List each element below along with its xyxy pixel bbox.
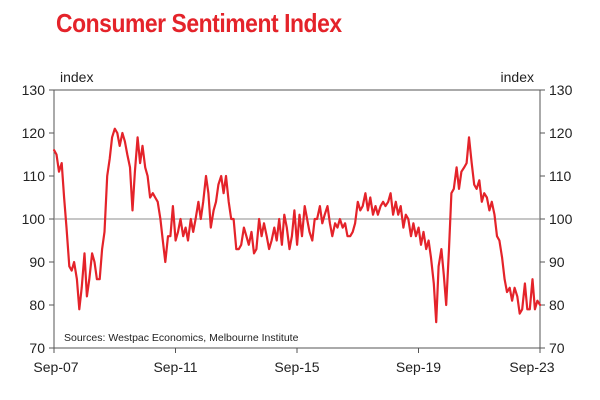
y-tick-label-right: 70 xyxy=(549,340,565,356)
y-tick-label-left: 110 xyxy=(23,168,46,184)
consumer-sentiment-line xyxy=(53,127,542,324)
x-tick-label: Sep-11 xyxy=(153,359,197,375)
y-tick-label-left: 80 xyxy=(29,297,45,313)
x-tick-label: Sep-07 xyxy=(33,359,78,375)
y-tick-label-right: 90 xyxy=(549,254,565,270)
series-layer xyxy=(53,127,542,324)
x-tick-label: Sep-19 xyxy=(396,359,441,375)
y-tick-label-left: 90 xyxy=(29,254,45,270)
y-tick-label-right: 100 xyxy=(549,211,573,227)
y-tick-label-left: 100 xyxy=(22,211,46,227)
axes-layer xyxy=(49,89,545,353)
y-axis-unit-label-right: index xyxy=(501,69,534,85)
y-tick-label-left: 130 xyxy=(22,82,46,98)
chart-title: Consumer Sentiment Index xyxy=(56,8,342,38)
source-note: Sources: Westpac Economics, Melbourne In… xyxy=(64,332,299,344)
y-tick-label-right: 80 xyxy=(549,297,565,313)
y-tick-label-right: 120 xyxy=(549,125,573,141)
y-axis-unit-label-left: index xyxy=(60,69,93,85)
x-tick-label: Sep-23 xyxy=(509,359,554,375)
labels-layer: 70 70 80 80 90 90 100 100 110 110 120 120 130 130 Sep-… xyxy=(22,82,573,375)
x-tick-label: Sep-15 xyxy=(274,359,319,375)
y-tick-label-left: 120 xyxy=(22,125,46,141)
y-tick-label-left: 70 xyxy=(29,340,45,356)
y-tick-label-right: 130 xyxy=(549,82,573,98)
y-tick-label-right: 110 xyxy=(549,168,572,184)
